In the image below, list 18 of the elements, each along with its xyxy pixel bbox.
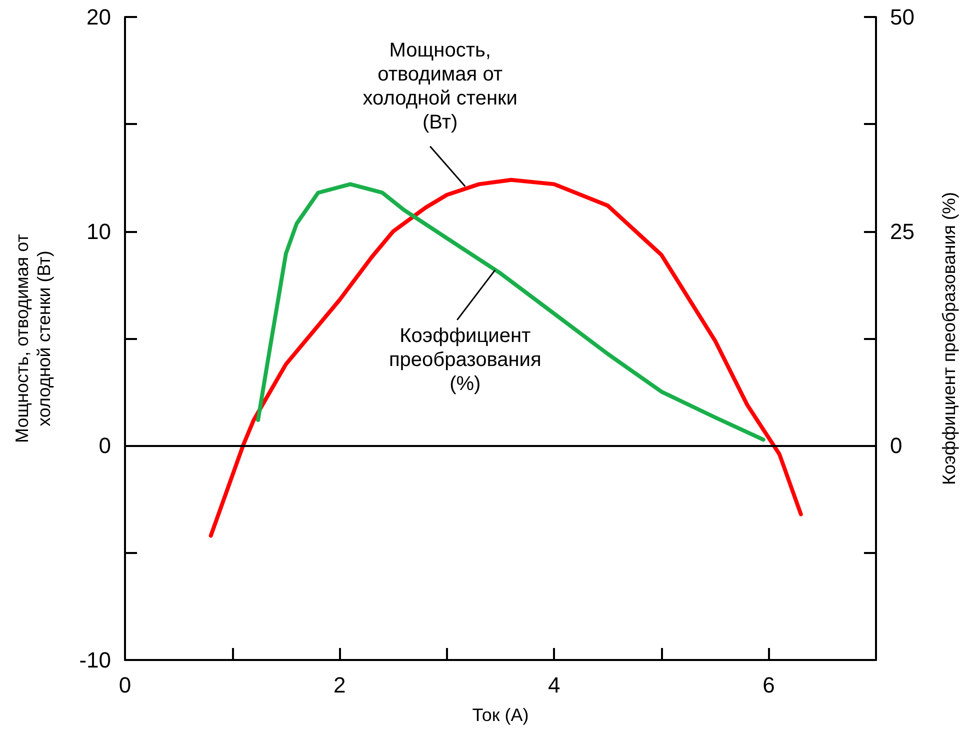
line-series (208, 178, 803, 538)
y2-axis-title: Коэффициент преобразования (%) (939, 192, 959, 485)
x-tick-label: 2 (333, 672, 346, 698)
annotation: Коэффициент преобразования (%) (388, 324, 542, 395)
x-axis-title: Ток (A) (472, 705, 529, 725)
y2-tick-label: 0 (890, 433, 902, 458)
x-tick-label: 4 (548, 672, 560, 698)
y-tick-label: -10 (79, 648, 111, 672)
y-tick-label: 0 (98, 433, 111, 458)
y-tick-label: 20 (86, 4, 111, 30)
x-tick-label: 6 (762, 672, 775, 698)
y-tick-label: 10 (86, 218, 111, 244)
y2-tick-label: 25 (890, 218, 914, 244)
x-tick-label: 0 (118, 672, 132, 698)
y2-tick-label: 50 (890, 4, 914, 30)
y-axis-title: Мощность, отводимая от холодной стенки (Вт) (12, 234, 54, 443)
line-series (256, 182, 766, 442)
annotation: Мощность, отводимая от холодной стенки (Вт) (362, 39, 518, 134)
